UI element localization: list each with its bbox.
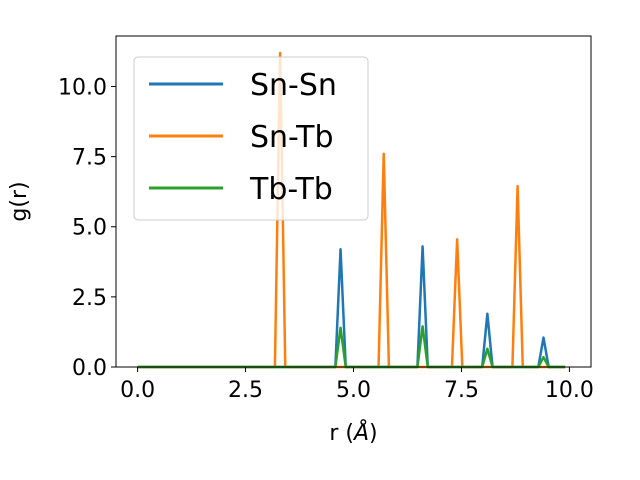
y-axis-label: g(r) bbox=[7, 181, 32, 221]
x-axis-label: r (Å) bbox=[329, 419, 377, 446]
legend: Sn-Sn Sn-Tb Tb-Tb bbox=[133, 56, 369, 221]
series-line-sn-sn bbox=[137, 245, 566, 369]
y-tick-label: 5.0 bbox=[72, 216, 107, 241]
legend-label-tb-tb: Tb-Tb bbox=[249, 172, 333, 207]
y-tick-label: 7.5 bbox=[72, 146, 107, 171]
series-line-tb-tb bbox=[137, 325, 566, 369]
legend-label-sn-tb: Sn-Tb bbox=[250, 120, 334, 155]
y-tick-label: 2.5 bbox=[72, 286, 107, 311]
legend-label-sn-sn: Sn-Sn bbox=[250, 68, 337, 103]
x-tick-label: 5.0 bbox=[336, 378, 371, 403]
x-axis-ticks: 0.0 2.5 5.0 7.5 10.0 bbox=[120, 367, 594, 403]
y-tick-label: 10.0 bbox=[58, 75, 107, 100]
x-tick-label: 2.5 bbox=[228, 378, 263, 403]
y-tick-label: 0.0 bbox=[72, 356, 107, 381]
x-tick-label: 7.5 bbox=[444, 378, 479, 403]
y-axis-ticks: 0.0 2.5 5.0 7.5 10.0 bbox=[58, 75, 116, 381]
legend-box bbox=[133, 56, 369, 221]
x-tick-label: 0.0 bbox=[120, 378, 155, 403]
x-tick-label: 10.0 bbox=[545, 378, 594, 403]
